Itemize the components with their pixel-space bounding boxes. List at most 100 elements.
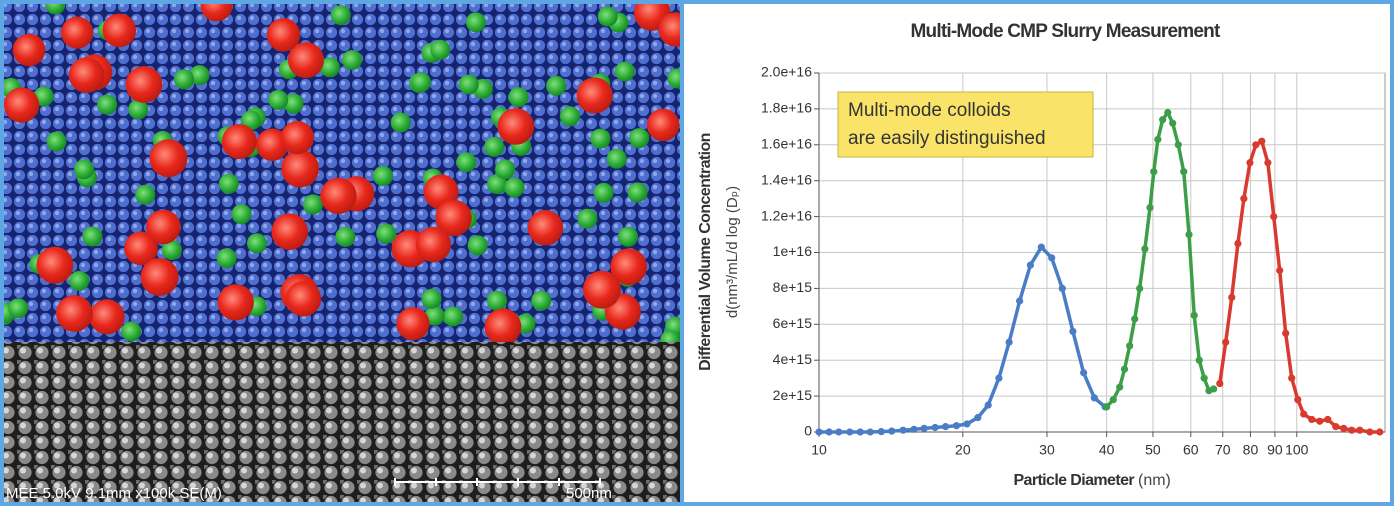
data-point bbox=[1288, 374, 1296, 382]
red-particle bbox=[55, 295, 93, 332]
x-tick-label: 40 bbox=[1099, 442, 1115, 458]
red-particle bbox=[658, 12, 680, 47]
data-point bbox=[1308, 415, 1316, 424]
y-tick-label: 1e+16 bbox=[773, 243, 813, 259]
data-point bbox=[1185, 230, 1193, 239]
x-tick-label: 80 bbox=[1243, 442, 1259, 458]
green-particle bbox=[161, 239, 182, 260]
green-particle bbox=[508, 87, 529, 108]
red-particle bbox=[396, 307, 430, 341]
data-point bbox=[1037, 243, 1045, 251]
data-point bbox=[1258, 137, 1266, 145]
data-point bbox=[1300, 410, 1308, 418]
green-particle bbox=[69, 270, 90, 291]
x-tick-label: 100 bbox=[1285, 442, 1309, 458]
data-point bbox=[1120, 365, 1129, 373]
data-point bbox=[1048, 254, 1056, 262]
x-tick-label: 10 bbox=[811, 442, 827, 458]
data-point bbox=[974, 414, 982, 422]
green-particle bbox=[189, 65, 210, 86]
data-point bbox=[1294, 396, 1302, 404]
red-particle bbox=[102, 13, 137, 48]
green-particle bbox=[495, 159, 516, 180]
red-particle bbox=[4, 87, 40, 123]
green-particle bbox=[465, 12, 486, 33]
green-particle bbox=[46, 131, 67, 152]
data-point bbox=[1126, 342, 1134, 350]
green-particle bbox=[335, 226, 356, 247]
green-particle bbox=[467, 235, 488, 256]
data-point bbox=[1090, 394, 1098, 402]
data-point bbox=[1005, 338, 1013, 346]
y-tick-label: 2.0e+16 bbox=[761, 64, 812, 80]
data-point bbox=[941, 423, 950, 431]
green-particle bbox=[590, 128, 611, 149]
sem-gray bbox=[4, 342, 680, 502]
data-point bbox=[877, 428, 885, 436]
data-point bbox=[1246, 159, 1254, 167]
green-particle bbox=[82, 226, 103, 247]
red-particle bbox=[36, 246, 74, 284]
x-axis-label: Particle Diameter bbox=[1013, 472, 1134, 489]
y-tick-label: 8e+15 bbox=[773, 279, 813, 295]
red-particle bbox=[320, 177, 357, 214]
green-particle bbox=[241, 110, 262, 131]
red-particle bbox=[266, 18, 301, 52]
data-point bbox=[1146, 204, 1154, 212]
plot: 0 2e+15 4e+15 6e+15 8e+15 1e+16 1.2e+16 1.4e+16… bbox=[761, 64, 1386, 458]
green-particle bbox=[231, 204, 252, 225]
green-particle bbox=[173, 69, 194, 90]
red-particle bbox=[582, 270, 621, 309]
data-point bbox=[1270, 213, 1278, 221]
data-point bbox=[1116, 383, 1124, 391]
data-point bbox=[856, 428, 864, 436]
red-particle bbox=[576, 77, 613, 114]
data-point bbox=[888, 427, 896, 435]
data-point bbox=[1366, 428, 1374, 436]
y-tick-label: 1.8e+16 bbox=[761, 100, 812, 116]
green-particle bbox=[614, 61, 635, 82]
y-tick-label: 1.2e+16 bbox=[761, 207, 812, 223]
data-point bbox=[1276, 266, 1284, 275]
red-particle bbox=[61, 16, 94, 49]
x-tick-label: 70 bbox=[1215, 442, 1231, 458]
data-point bbox=[1180, 168, 1188, 176]
green-particle bbox=[627, 182, 648, 203]
green-particle bbox=[456, 152, 477, 173]
red-particle bbox=[68, 57, 105, 93]
x-tick-label: 30 bbox=[1039, 442, 1055, 458]
green-particle bbox=[97, 94, 118, 115]
sem-settings: MEE 5.0kV 9.1mm x100k SE(M) bbox=[6, 485, 222, 502]
green-particle bbox=[121, 321, 142, 342]
green-particle bbox=[421, 288, 442, 309]
red-particle bbox=[146, 209, 181, 245]
data-point bbox=[920, 424, 928, 433]
data-point bbox=[1150, 168, 1158, 176]
data-point bbox=[1159, 116, 1167, 124]
green-particle bbox=[577, 208, 598, 229]
green-particle bbox=[430, 39, 451, 60]
data-point bbox=[1356, 426, 1364, 434]
green-particle bbox=[246, 233, 267, 254]
data-point bbox=[1080, 369, 1088, 377]
red-particle bbox=[285, 281, 322, 317]
red-particle bbox=[484, 308, 522, 342]
green-particle bbox=[410, 72, 431, 93]
sem-scale: 500nm bbox=[566, 485, 612, 502]
data-point bbox=[846, 428, 854, 436]
data-point bbox=[1282, 329, 1290, 337]
sem-colored bbox=[4, 4, 680, 342]
data-point bbox=[1141, 245, 1149, 253]
y-axis-label: Differential Volume Concentration bbox=[697, 133, 714, 371]
y-tick-label: 6e+15 bbox=[773, 315, 813, 331]
green-particle bbox=[135, 184, 156, 205]
y-tick-label: 2e+15 bbox=[773, 387, 813, 403]
chart-title: Multi-Mode CMP Slurry Measurement bbox=[911, 21, 1221, 42]
data-point bbox=[1154, 135, 1162, 144]
data-point bbox=[835, 428, 843, 436]
green-particle bbox=[593, 182, 614, 203]
data-point bbox=[815, 428, 823, 436]
data-point bbox=[1103, 403, 1111, 411]
green-particle bbox=[216, 248, 237, 269]
scale-bar bbox=[394, 478, 601, 486]
